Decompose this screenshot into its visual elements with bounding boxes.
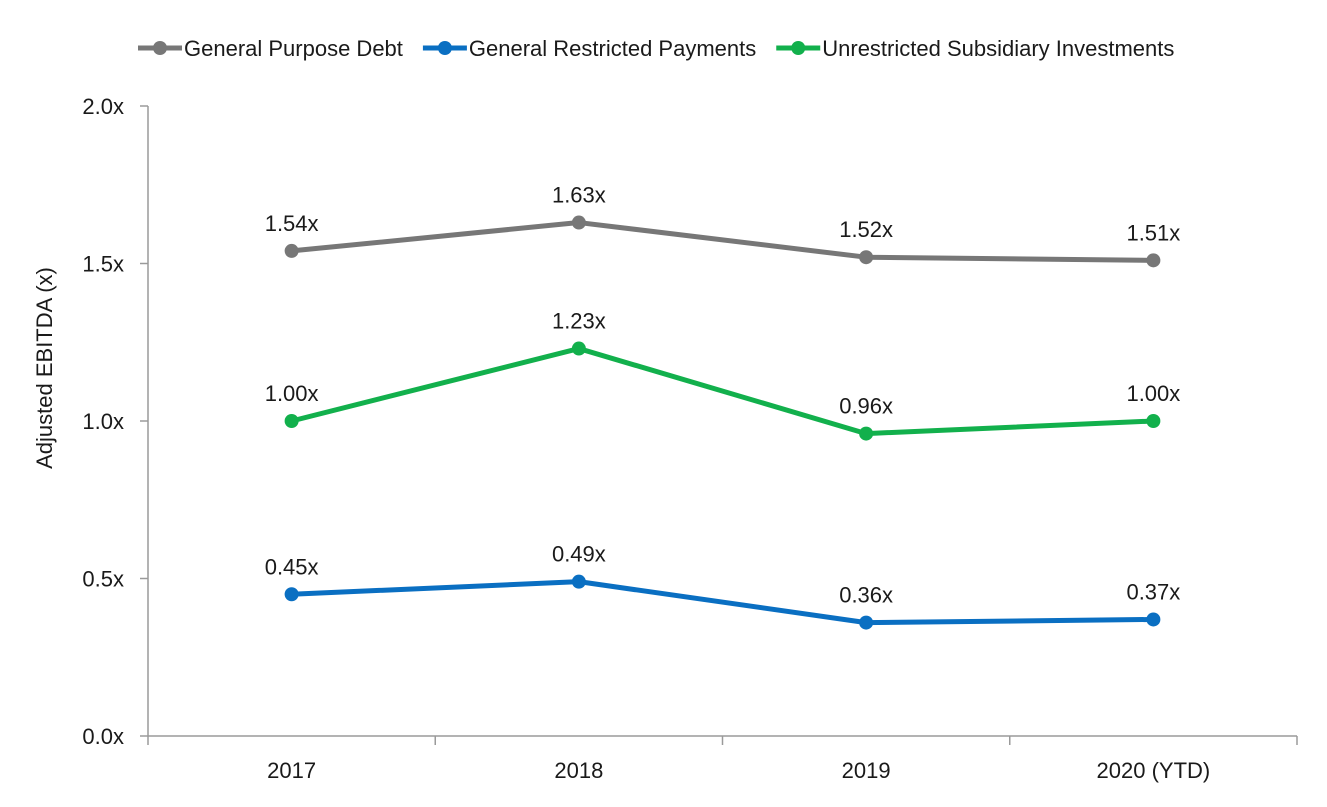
- data-labels: 1.54x 1.63x 1.52x 1.51x 0.45x 0.49x 0.36x 0.37x…: [265, 183, 1181, 608]
- data-point: [859, 426, 874, 441]
- series-layer: [284, 215, 1161, 630]
- y-tick-label: 2.0x: [82, 94, 124, 119]
- data-point: [1146, 253, 1161, 268]
- data-label: 1.51x: [1126, 220, 1180, 245]
- data-point: [571, 215, 586, 230]
- x-tick-label: 2018: [554, 758, 603, 783]
- data-point: [571, 341, 586, 356]
- data-point: [1146, 612, 1161, 627]
- data-point: [859, 250, 874, 265]
- data-point: [859, 615, 874, 630]
- legend-item: Unrestricted Subsidiary Investments: [776, 36, 1174, 61]
- data-label: 1.54x: [265, 211, 319, 236]
- data-label: 0.49x: [552, 542, 606, 567]
- data-label: 1.00x: [1126, 381, 1180, 406]
- axes: 0.0x 0.5x 1.0x 1.5x 2.0x 2017 2018 2019 2020 (YT…: [82, 94, 1298, 783]
- data-label: 0.96x: [839, 394, 893, 419]
- legend-label: General Restricted Payments: [469, 36, 756, 61]
- x-tick-label: 2019: [842, 758, 891, 783]
- legend-label: General Purpose Debt: [184, 36, 403, 61]
- series-line: [291, 579, 1154, 626]
- x-tick-label: 2020 (YTD): [1097, 758, 1211, 783]
- series-line: [291, 346, 1154, 437]
- y-tick-label: 1.5x: [82, 252, 124, 277]
- legend-item: General Restricted Payments: [422, 36, 756, 61]
- data-point: [571, 574, 586, 589]
- legend-swatch-marker: [437, 41, 452, 55]
- data-point: [284, 414, 299, 428]
- legend: General Purpose Debt General Restricted P…: [138, 36, 1174, 61]
- y-axis-title: Adjusted EBITDA (x): [32, 267, 57, 469]
- series-line: [291, 220, 1154, 263]
- legend-swatch-marker: [791, 41, 806, 55]
- data-label: 0.37x: [1126, 579, 1180, 604]
- data-point: [284, 243, 299, 258]
- legend-item: General Purpose Debt: [138, 36, 403, 61]
- data-point: [1146, 414, 1161, 428]
- data-point: [284, 587, 299, 602]
- data-label: 1.52x: [839, 217, 893, 242]
- data-label: 1.63x: [552, 183, 606, 208]
- y-tick-label: 1.0x: [82, 409, 124, 434]
- data-label: 1.23x: [552, 309, 606, 334]
- data-label: 0.45x: [265, 554, 319, 579]
- y-tick-label: 0.5x: [82, 567, 124, 592]
- y-tick-label: 0.0x: [82, 724, 124, 749]
- legend-label: Unrestricted Subsidiary Investments: [822, 36, 1174, 61]
- x-tick-label: 2017: [267, 758, 316, 783]
- legend-swatch-marker: [153, 41, 167, 55]
- data-label: 1.00x: [265, 381, 319, 406]
- data-label: 0.36x: [839, 583, 893, 608]
